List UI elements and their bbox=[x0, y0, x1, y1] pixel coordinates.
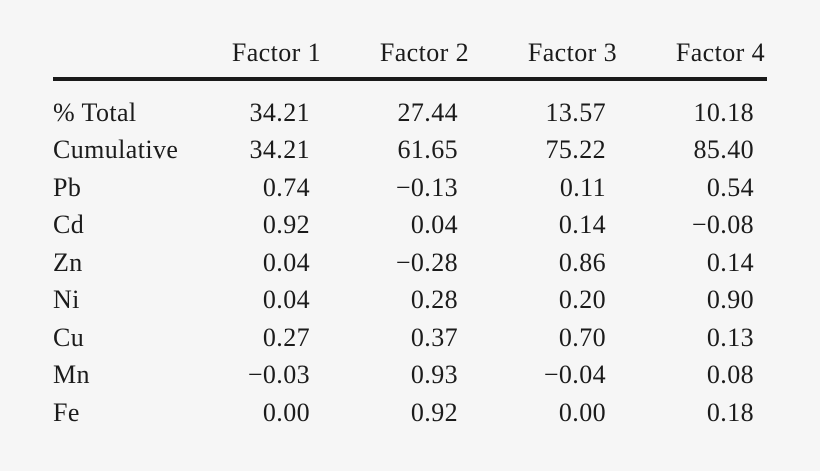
cell: 27.44 bbox=[397, 97, 458, 127]
cell: −0.28 bbox=[395, 247, 458, 277]
cell: 0.13 bbox=[706, 322, 754, 352]
cell: 0.37 bbox=[410, 322, 458, 352]
cell: 0.18 bbox=[706, 397, 754, 427]
cell: 85.40 bbox=[693, 135, 754, 165]
cell: 0.14 bbox=[558, 210, 606, 240]
cell: 0.27 bbox=[262, 322, 310, 352]
table-header-row: Factor 1 Factor 2 Factor 3 Factor 4 bbox=[53, 28, 767, 81]
table-row-percent-total: % Total 34.21 27.44 13.57 10.18 bbox=[53, 79, 767, 132]
table-row-mn: Mn −0.03 0.93 −0.04 0.08 bbox=[53, 357, 767, 395]
row-label: Fe bbox=[53, 397, 80, 427]
cell: 0.08 bbox=[706, 360, 754, 390]
cell: 0.28 bbox=[410, 285, 458, 315]
scanned-paper-table: Factor 1 Factor 2 Factor 3 Factor 4 % To… bbox=[53, 28, 767, 432]
table-row-cu: Cu 0.27 0.37 0.70 0.13 bbox=[53, 319, 767, 357]
cell: 0.04 bbox=[262, 247, 310, 277]
table-row-cumulative: Cumulative 34.21 61.65 75.22 85.40 bbox=[53, 132, 767, 170]
cell: 0.86 bbox=[558, 247, 606, 277]
row-label: Cd bbox=[53, 210, 85, 240]
cell: 34.21 bbox=[249, 135, 310, 165]
row-label: Mn bbox=[53, 360, 90, 390]
table-row-pb: Pb 0.74 −0.13 0.11 0.54 bbox=[53, 169, 767, 207]
cell: 10.18 bbox=[693, 97, 754, 127]
column-header-factor-3: Factor 3 bbox=[471, 28, 619, 81]
cell: 0.14 bbox=[706, 247, 754, 277]
cell: 34.21 bbox=[249, 97, 310, 127]
cell: −0.04 bbox=[543, 360, 606, 390]
cell: 0.20 bbox=[558, 285, 606, 315]
row-label: % Total bbox=[53, 97, 137, 127]
cell: 0.70 bbox=[558, 322, 606, 352]
row-label: Pb bbox=[53, 172, 82, 202]
row-label: Ni bbox=[53, 285, 80, 315]
corner-cell bbox=[53, 28, 175, 81]
table-row-cd: Cd 0.92 0.04 0.14 −0.08 bbox=[53, 207, 767, 245]
cell: 0.11 bbox=[559, 172, 606, 202]
cell: 0.54 bbox=[706, 172, 754, 202]
cell: 0.90 bbox=[706, 285, 754, 315]
cell: 13.57 bbox=[545, 97, 606, 127]
row-label: Cumulative bbox=[53, 135, 179, 165]
cell: 0.93 bbox=[410, 360, 458, 390]
cell: 75.22 bbox=[545, 135, 606, 165]
row-label: Cu bbox=[53, 322, 85, 352]
row-label: Zn bbox=[53, 247, 83, 277]
cell: 0.74 bbox=[262, 172, 310, 202]
cell: 61.65 bbox=[397, 135, 458, 165]
table-row-ni: Ni 0.04 0.28 0.20 0.90 bbox=[53, 282, 767, 320]
cell: 0.04 bbox=[262, 285, 310, 315]
column-header-factor-1: Factor 1 bbox=[175, 28, 323, 81]
factor-loadings-table: Factor 1 Factor 2 Factor 3 Factor 4 % To… bbox=[53, 28, 767, 432]
cell: 0.92 bbox=[262, 210, 310, 240]
column-header-factor-2: Factor 2 bbox=[323, 28, 471, 81]
table-row-fe: Fe 0.00 0.92 0.00 0.18 bbox=[53, 394, 767, 432]
cell: −0.03 bbox=[247, 360, 310, 390]
column-header-factor-4: Factor 4 bbox=[619, 28, 767, 81]
cell: 0.92 bbox=[410, 397, 458, 427]
table-row-zn: Zn 0.04 −0.28 0.86 0.14 bbox=[53, 244, 767, 282]
cell: −0.08 bbox=[691, 210, 754, 240]
cell: −0.13 bbox=[395, 172, 458, 202]
cell: 0.04 bbox=[410, 210, 458, 240]
cell: 0.00 bbox=[558, 397, 606, 427]
cell: 0.00 bbox=[262, 397, 310, 427]
